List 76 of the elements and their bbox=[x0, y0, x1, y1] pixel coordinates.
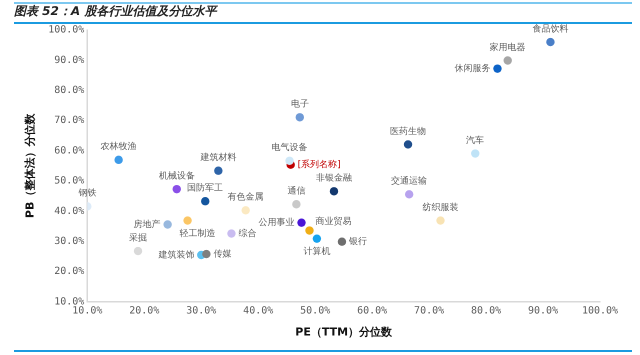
point bbox=[227, 229, 236, 238]
y-tick-label: 50.0% bbox=[54, 176, 84, 187]
x-tick-label: 20.0% bbox=[129, 305, 160, 316]
point bbox=[493, 64, 502, 73]
point bbox=[338, 238, 346, 246]
point bbox=[330, 187, 338, 196]
point bbox=[296, 113, 304, 122]
point bbox=[312, 234, 322, 243]
point bbox=[172, 184, 181, 194]
series-label: 家用电器 bbox=[490, 42, 526, 53]
series-label: 综合 bbox=[238, 228, 256, 239]
point bbox=[292, 200, 301, 208]
point bbox=[201, 197, 210, 206]
y-tick-label: 100.0% bbox=[48, 24, 84, 36]
y-tick-label: 90.0% bbox=[54, 54, 84, 66]
y-tick-label: 40.0% bbox=[54, 206, 84, 217]
x-tick-label: 70.0% bbox=[414, 305, 444, 316]
series-label: 建筑装饰 bbox=[157, 249, 194, 260]
point bbox=[504, 56, 512, 65]
series-label: 计算机 bbox=[303, 246, 330, 258]
x-tick-label: 100.0% bbox=[582, 305, 618, 316]
point bbox=[163, 220, 172, 229]
series-label: 建筑材料 bbox=[199, 152, 236, 164]
y-tick-label: 10.0% bbox=[54, 296, 84, 308]
x-tick-label: 30.0% bbox=[186, 305, 216, 316]
series-label: 电子 bbox=[290, 98, 309, 110]
series-label: 交通运输 bbox=[391, 176, 428, 187]
y-tick-label: 70.0% bbox=[54, 115, 84, 126]
series-label: 房地产 bbox=[134, 218, 161, 230]
point bbox=[471, 149, 480, 158]
series-label: 有色金属 bbox=[228, 192, 264, 203]
x-tick-label: 80.0% bbox=[471, 305, 502, 316]
x-axis-title: PE（TTM）分位数 bbox=[295, 325, 394, 338]
series-label: [系列名称] bbox=[298, 159, 341, 170]
point bbox=[436, 216, 445, 225]
series-label: 商业贸易 bbox=[315, 216, 352, 227]
point bbox=[285, 156, 294, 165]
series-label: 食品饮料 bbox=[532, 23, 568, 34]
y-axis-title: PB（整体法）分位数 bbox=[23, 112, 36, 218]
series-label: 农林牧渔 bbox=[100, 141, 137, 152]
x-tick-label: 50.0% bbox=[300, 305, 330, 316]
point bbox=[404, 190, 414, 198]
point bbox=[546, 38, 555, 46]
point bbox=[183, 216, 192, 225]
x-tick-label: 90.0% bbox=[528, 305, 558, 316]
point bbox=[114, 156, 123, 164]
series-label: 国防军工 bbox=[187, 182, 224, 194]
series-label: 采掘 bbox=[129, 232, 148, 244]
series-label: 传媒 bbox=[213, 248, 232, 260]
x-tick-label: 10.0% bbox=[72, 305, 102, 316]
series-label: 休闲服务 bbox=[454, 63, 490, 74]
point bbox=[214, 166, 223, 175]
series-label: 轻工制造 bbox=[180, 228, 216, 239]
series-label: 非银金融 bbox=[316, 172, 352, 184]
series-label: 通信 bbox=[287, 186, 306, 197]
series-label: 汽车 bbox=[466, 134, 484, 146]
chart-title: 图表 52：A 股各行业估值及分位水平 bbox=[14, 3, 216, 20]
y-tick-label: 80.0% bbox=[54, 84, 84, 96]
y-tick-label: 20.0% bbox=[54, 266, 84, 278]
series-label: 公用事业 bbox=[258, 217, 295, 228]
x-tick-label: 40.0% bbox=[243, 305, 274, 316]
point bbox=[134, 246, 142, 256]
point bbox=[404, 140, 412, 149]
y-tick-label: 30.0% bbox=[54, 236, 84, 247]
point bbox=[202, 250, 211, 258]
point bbox=[305, 226, 314, 235]
x-tick-label: 60.0% bbox=[357, 305, 388, 316]
series-label: 银行 bbox=[348, 236, 367, 248]
series-label: 医药生物 bbox=[390, 126, 426, 137]
series-label: 电气设备 bbox=[272, 142, 308, 154]
series-label: 钢铁 bbox=[77, 188, 96, 199]
point bbox=[297, 218, 306, 227]
series-label: 机械设备 bbox=[158, 170, 195, 182]
point bbox=[241, 206, 250, 214]
series-label: 纺织服装 bbox=[422, 202, 458, 213]
y-tick-label: 60.0% bbox=[54, 145, 84, 156]
